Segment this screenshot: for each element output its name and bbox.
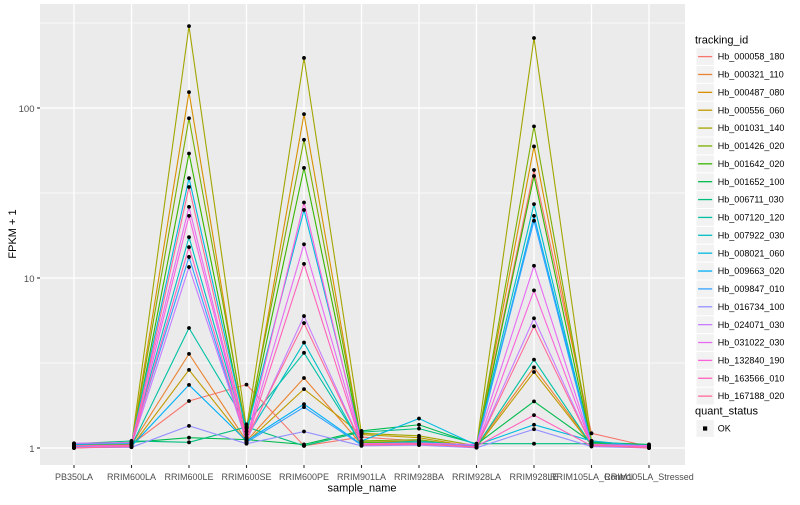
- svg-text:RRIM928LE: RRIM928LE: [509, 472, 558, 482]
- svg-text:RRIM105LA_Control: RRIM105LA_Control: [550, 472, 633, 482]
- svg-text:Hb_009663_020: Hb_009663_020: [718, 266, 785, 276]
- svg-text:OK: OK: [718, 424, 731, 434]
- svg-text:Hb_031022_030: Hb_031022_030: [718, 338, 785, 348]
- svg-text:10: 10: [24, 274, 35, 285]
- svg-text:Hb_016734_100: Hb_016734_100: [718, 302, 785, 312]
- svg-text:Hb_007120_120: Hb_007120_120: [718, 213, 785, 223]
- svg-text:Hb_001426_020: Hb_001426_020: [718, 141, 785, 151]
- svg-text:100: 100: [19, 104, 35, 115]
- svg-text:Hb_000321_110: Hb_000321_110: [718, 70, 784, 80]
- svg-text:tracking_id: tracking_id: [695, 35, 748, 47]
- svg-text:sample_name: sample_name: [327, 483, 396, 495]
- svg-text:Hb_001031_140: Hb_001031_140: [718, 123, 785, 133]
- svg-text:Hb_008021_060: Hb_008021_060: [718, 248, 785, 258]
- svg-text:Hb_006711_030: Hb_006711_030: [718, 195, 784, 205]
- svg-text:Hb_009847_010: Hb_009847_010: [718, 284, 785, 294]
- svg-text:Hb_132840_190: Hb_132840_190: [718, 355, 785, 365]
- svg-text:Hb_167188_020: Hb_167188_020: [718, 391, 785, 401]
- svg-text:1: 1: [29, 444, 34, 455]
- svg-text:RRIM105LA_Stressed: RRIM105LA_Stressed: [604, 472, 694, 482]
- svg-text:Hb_007922_030: Hb_007922_030: [718, 230, 785, 240]
- svg-text:PB350LA: PB350LA: [55, 472, 93, 482]
- svg-text:Hb_163566_010: Hb_163566_010: [718, 373, 785, 383]
- svg-text:RRIM928BA: RRIM928BA: [394, 472, 444, 482]
- svg-text:RRIM600LE: RRIM600LE: [164, 472, 213, 482]
- svg-text:RRIM928LA: RRIM928LA: [452, 472, 501, 482]
- svg-text:RRIM600SE: RRIM600SE: [221, 472, 271, 482]
- svg-text:Hb_024071_030: Hb_024071_030: [718, 320, 785, 330]
- svg-text:Hb_000556_060: Hb_000556_060: [718, 105, 785, 115]
- svg-text:quant_status: quant_status: [695, 406, 758, 418]
- svg-text:RRIM600PE: RRIM600PE: [279, 472, 329, 482]
- svg-text:Hb_001652_100: Hb_001652_100: [718, 177, 785, 187]
- svg-text:Hb_001642_020: Hb_001642_020: [718, 159, 785, 169]
- svg-text:RRIM901LA: RRIM901LA: [337, 472, 386, 482]
- svg-text:RRIM600LA: RRIM600LA: [107, 472, 156, 482]
- svg-text:Hb_000487_080: Hb_000487_080: [718, 87, 785, 97]
- svg-text:Hb_000058_180: Hb_000058_180: [718, 52, 785, 62]
- svg-text:FPKM + 1: FPKM + 1: [7, 209, 19, 258]
